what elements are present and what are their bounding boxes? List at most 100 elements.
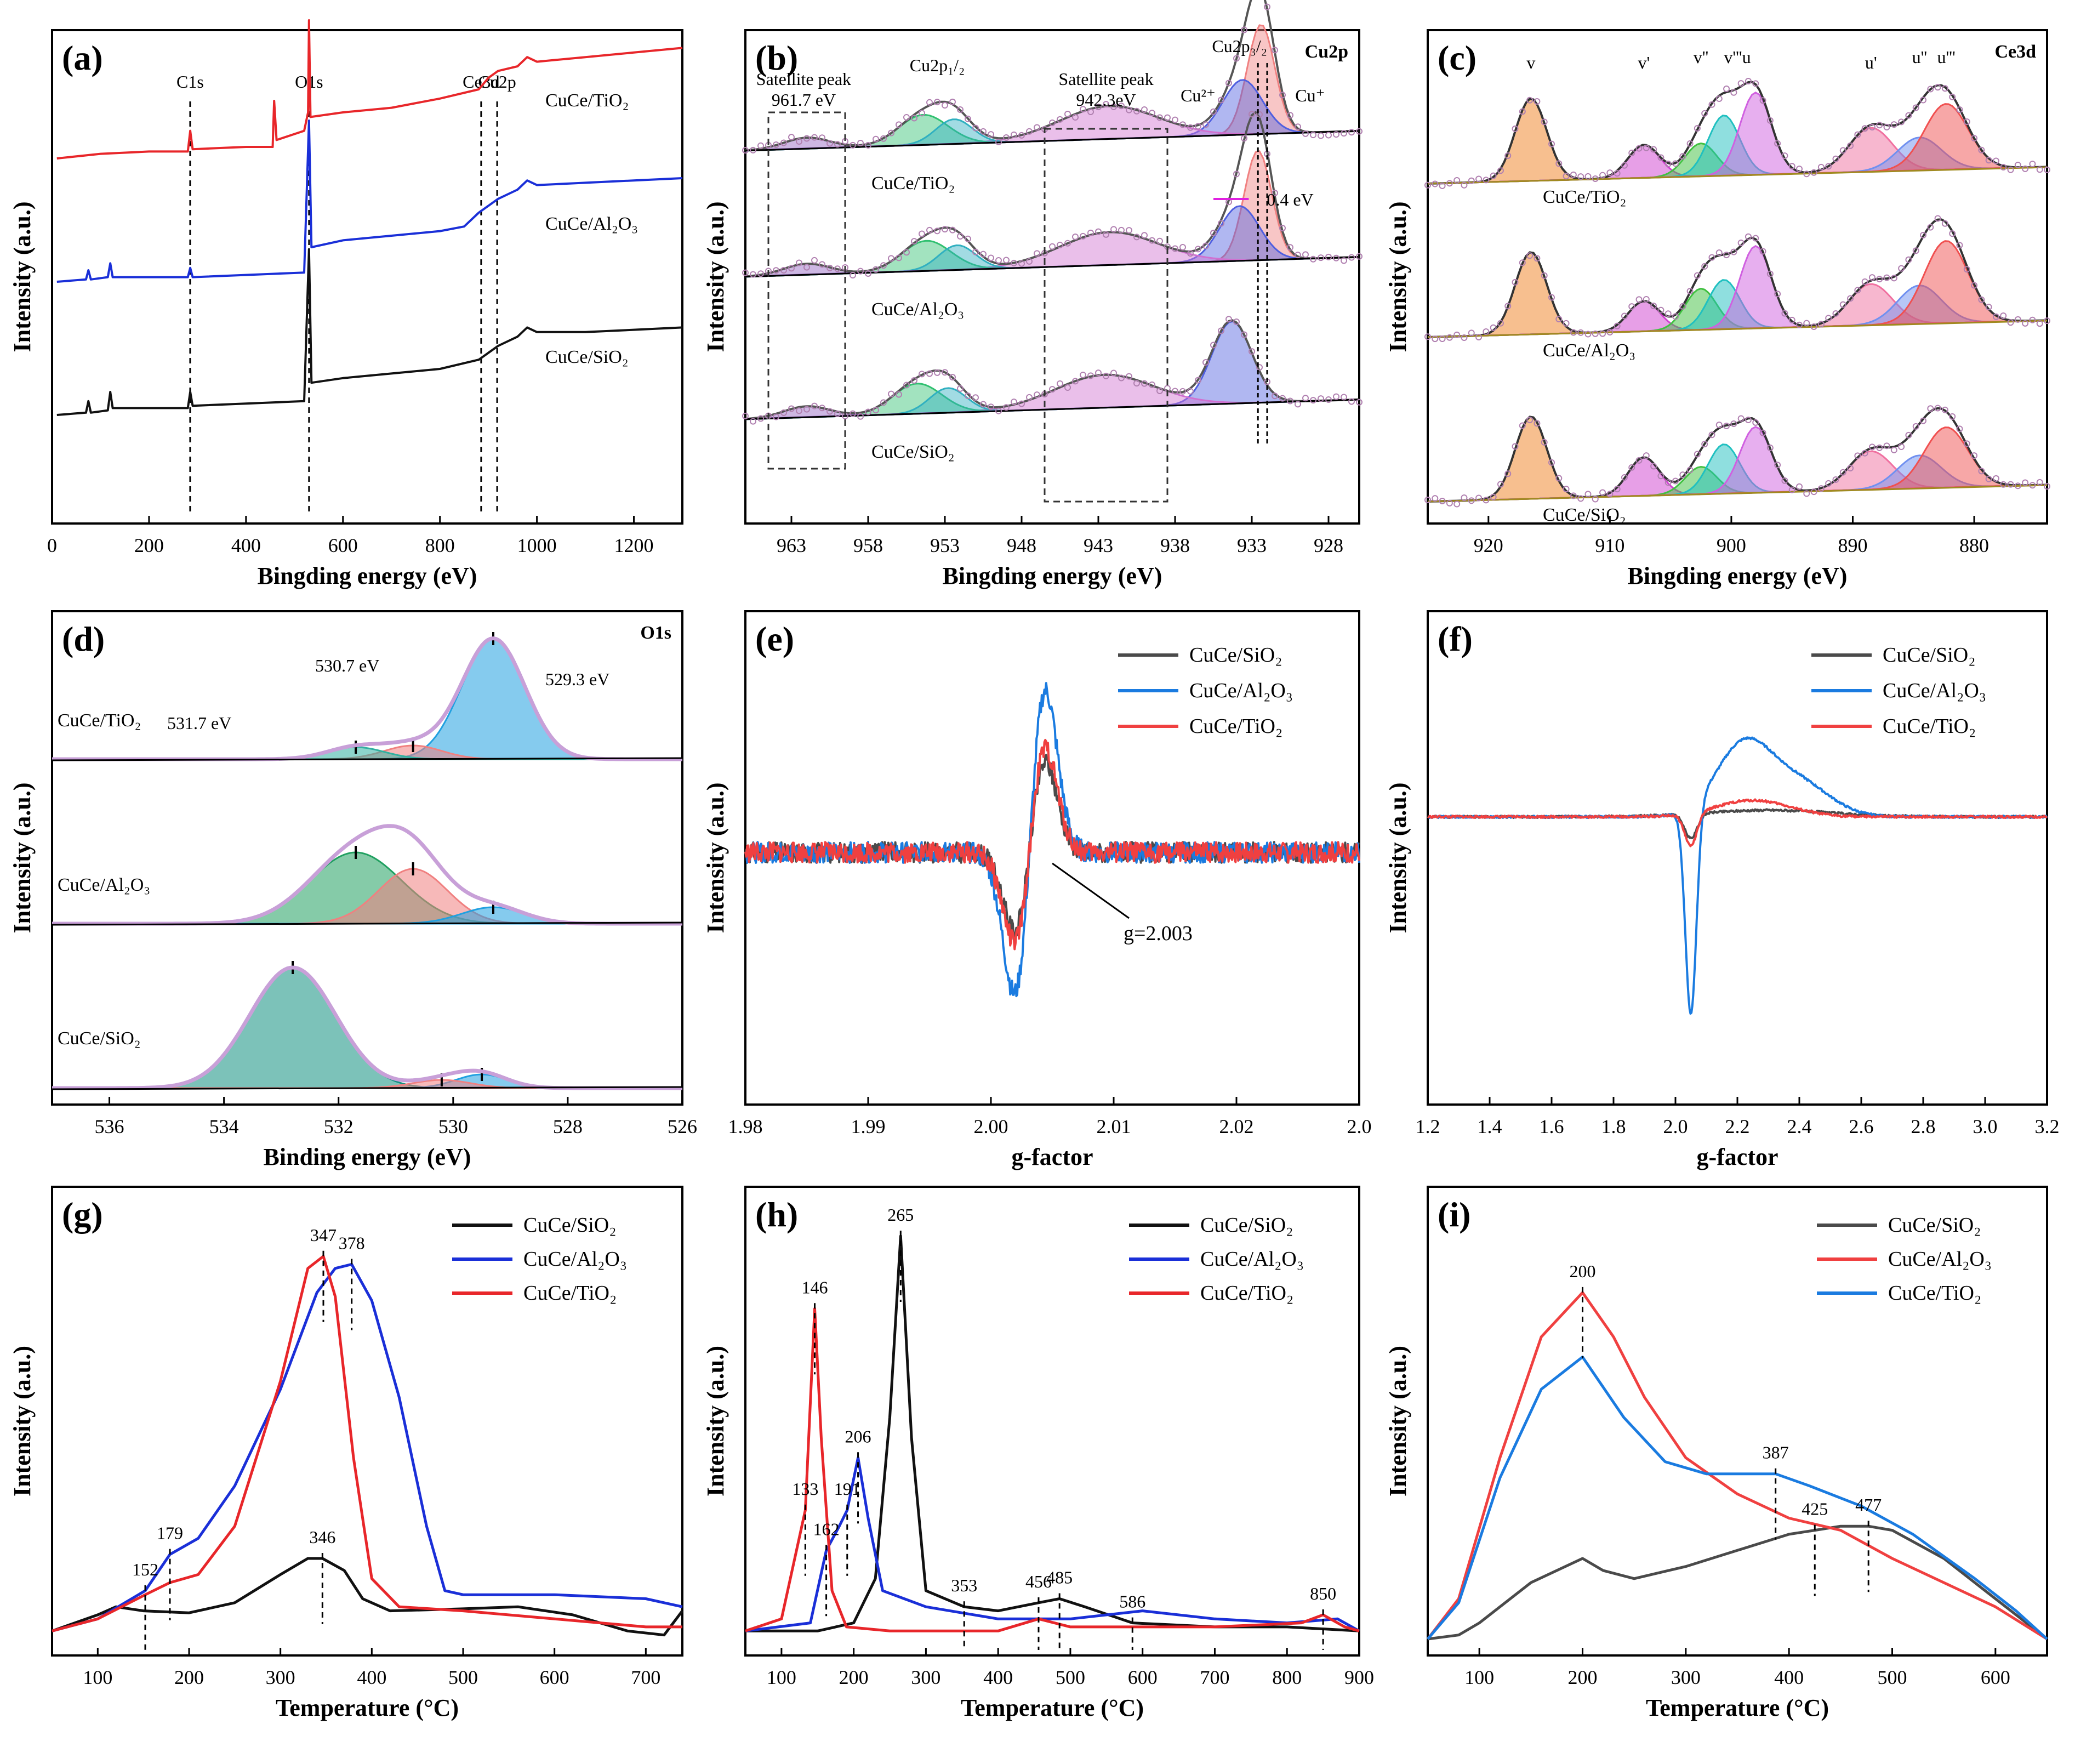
x-tick-label: 963 <box>777 534 806 556</box>
plot-frame <box>51 29 683 525</box>
x-tick-label: 536 <box>95 1116 124 1137</box>
raw-data-point <box>888 129 894 136</box>
sample-label: CuCe/Al₂O₃ <box>871 299 964 320</box>
raw-data-point <box>2000 481 2007 488</box>
raw-data-point <box>1796 166 1803 173</box>
x-axis-title: g-factor <box>1696 1143 1778 1170</box>
raw-data-point <box>1195 377 1201 384</box>
series-line-2 <box>745 1307 1360 1632</box>
raw-data-point <box>1080 106 1086 113</box>
raw-data-point <box>1103 231 1109 238</box>
raw-data-point <box>1920 231 1926 238</box>
raw-data-point <box>1483 328 1490 335</box>
raw-data-point <box>1985 304 1992 311</box>
raw-data-point <box>865 270 871 277</box>
raw-data-point <box>988 403 994 411</box>
raw-data-point <box>1497 167 1504 174</box>
legend-label: CuCe/TiO₂ <box>1883 715 1976 738</box>
raw-data-point <box>819 405 825 412</box>
raw-data-point <box>1195 123 1201 130</box>
raw-data-point <box>1679 471 1686 479</box>
raw-data-point <box>1468 329 1475 337</box>
raw-data-point <box>1614 322 1621 329</box>
raw-data-point <box>1890 446 1897 453</box>
raw-data-point <box>1788 163 1795 170</box>
epr-line-2 <box>744 738 1360 951</box>
raw-data-point <box>1701 441 1708 448</box>
raw-data-point <box>834 265 841 272</box>
raw-data-point <box>1694 125 1701 132</box>
panel-letter: (d) <box>62 619 105 658</box>
raw-data-point <box>1133 380 1140 387</box>
raw-data-point <box>1424 496 1431 503</box>
raw-data-point <box>1348 254 1355 261</box>
raw-data-point <box>811 257 818 264</box>
x-tick-label: 800 <box>425 534 455 556</box>
raw-data-point <box>1356 128 1363 135</box>
satellite-box-right <box>1044 128 1168 503</box>
raw-data-point <box>2022 165 2029 172</box>
raw-data-point <box>2014 161 2021 168</box>
x-tick-label: 1.8 <box>1601 1116 1626 1137</box>
raw-data-point <box>1279 225 1286 232</box>
raw-data-point <box>926 99 933 106</box>
fit-envelope <box>1427 81 2048 185</box>
raw-data-point <box>1064 110 1071 117</box>
raw-data-point <box>1832 310 1839 317</box>
series-line-0 <box>52 1557 683 1637</box>
raw-data-point <box>1803 170 1810 178</box>
raw-data-point <box>1606 491 1614 498</box>
series-line-2 <box>1427 1356 2048 1640</box>
raw-data-point <box>1095 369 1102 377</box>
raw-data-point <box>919 110 925 117</box>
raw-data-point <box>1745 233 1752 240</box>
raw-data-point <box>1156 114 1163 121</box>
raw-data-point <box>857 139 864 146</box>
raw-data-point <box>896 254 902 261</box>
y-axis-title: Intensity (a.u.) <box>9 1346 36 1496</box>
x-tick-label: 1.2 <box>1416 1116 1440 1137</box>
raw-data-point <box>1992 157 1999 164</box>
baseline <box>1427 166 2048 185</box>
fit-envelope <box>745 0 1360 152</box>
raw-data-point <box>1985 475 1992 482</box>
raw-data-point <box>1003 257 1010 264</box>
raw-data-point <box>2014 316 2021 323</box>
raw-data-point <box>1971 452 1978 459</box>
raw-data-point <box>926 370 933 377</box>
raw-data-point <box>1971 135 1978 142</box>
raw-data-point <box>1310 132 1316 139</box>
raw-data-point <box>965 115 971 122</box>
raw-data-point <box>1694 451 1701 458</box>
raw-data-point <box>1606 329 1614 336</box>
annotation-arrow <box>1052 862 1130 919</box>
raw-data-point <box>796 407 802 414</box>
raw-data-point <box>1752 235 1759 242</box>
element-label: C1s <box>176 72 204 92</box>
y-axis-title: Intensity (a.u.) <box>9 201 36 352</box>
raw-data-point <box>2022 479 2029 486</box>
x-tick-label: 300 <box>911 1666 940 1688</box>
raw-data-point <box>1149 237 1155 244</box>
x-tick-label: 2.4 <box>1787 1116 1812 1137</box>
x-tick-label: 0 <box>47 534 57 556</box>
raw-data-point <box>1781 310 1788 317</box>
raw-data-point <box>1080 371 1086 378</box>
raw-data-point <box>1064 384 1071 391</box>
fit-envelope <box>745 319 1360 420</box>
raw-data-point <box>1715 422 1723 429</box>
x-tick-label: 2.8 <box>1911 1116 1936 1137</box>
legend-label: CuCe/TiO₂ <box>1189 715 1282 738</box>
raw-data-point <box>850 410 856 417</box>
x-tick-label: 100 <box>1464 1666 1494 1688</box>
raw-data-point <box>1118 226 1125 234</box>
x-tick-label: 948 <box>1007 534 1036 556</box>
x-tick-label: 534 <box>209 1116 239 1137</box>
raw-data-point <box>1026 394 1033 401</box>
raw-data-point <box>1302 130 1309 137</box>
raw-data-point <box>826 264 833 271</box>
raw-data-point <box>1225 316 1232 323</box>
raw-data-point <box>1686 140 1694 147</box>
raw-data-point <box>1453 500 1461 508</box>
raw-data-point <box>1759 248 1766 255</box>
